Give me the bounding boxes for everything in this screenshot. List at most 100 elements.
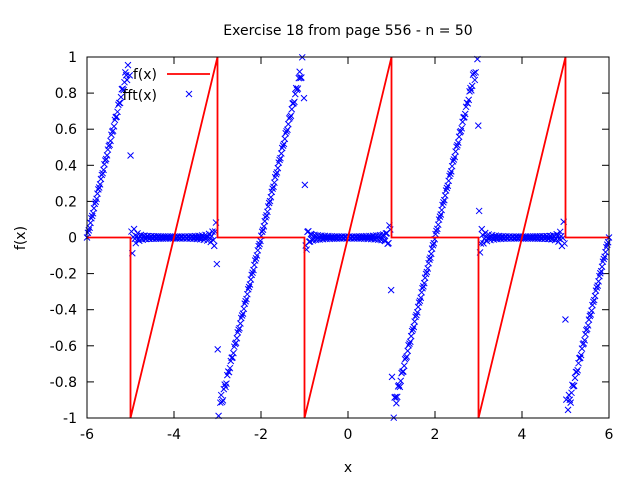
fft-point <box>295 74 303 82</box>
y-tick-label: 0.2 <box>55 194 77 210</box>
fft-point <box>124 61 132 69</box>
fft-point <box>276 156 283 164</box>
fft-point <box>93 195 100 203</box>
fft-point <box>427 250 435 258</box>
fft-point <box>272 170 280 178</box>
fft-point <box>430 239 438 247</box>
fft-point <box>395 381 403 389</box>
fft-point <box>210 236 217 244</box>
legend-label-f: f(x) <box>133 67 157 83</box>
y-tick-label: -0.8 <box>50 375 77 391</box>
fft-point <box>278 144 286 152</box>
fft-point <box>424 265 432 272</box>
fft-point <box>393 393 401 401</box>
fft-point <box>116 99 124 107</box>
fft-point <box>454 139 462 146</box>
fft-point <box>300 94 308 102</box>
x-axis-label: x <box>344 460 352 476</box>
fft-point <box>258 228 266 236</box>
fft-point <box>578 345 586 352</box>
x-tick-label: 6 <box>605 427 614 443</box>
fft-point <box>217 391 225 399</box>
y-tick-label: 0.8 <box>55 86 77 102</box>
fft-point <box>219 396 227 404</box>
fft-point <box>412 313 419 321</box>
fft-point <box>254 246 262 254</box>
fft-point <box>132 239 140 247</box>
fft-point <box>474 122 482 129</box>
fft-point <box>393 399 400 407</box>
x-tick-label: 2 <box>431 427 440 443</box>
fft-point <box>414 303 422 311</box>
fft-point <box>106 141 114 149</box>
fft-point <box>214 346 222 353</box>
fft-point <box>397 377 405 385</box>
fft-point <box>301 181 309 189</box>
fft-point <box>213 260 221 268</box>
fft-point <box>461 110 469 118</box>
legend-swatch-fft-icon <box>185 90 193 98</box>
fft-point <box>387 286 395 294</box>
plot-frame <box>86 56 610 419</box>
fft-point <box>475 207 483 215</box>
fft-point <box>91 200 99 208</box>
fft-point <box>242 297 249 305</box>
fft-point <box>433 225 441 233</box>
fft-point <box>405 341 412 349</box>
fft-point <box>223 380 230 388</box>
fft-point <box>417 294 425 302</box>
fft-point <box>291 98 298 106</box>
fft-point <box>584 322 592 329</box>
fft-point <box>406 338 414 346</box>
fft-point <box>288 105 296 113</box>
fft-point <box>429 241 437 249</box>
fft-point <box>262 213 270 221</box>
fft-point <box>284 120 292 128</box>
fft-point <box>248 271 256 279</box>
fft-point <box>419 284 426 292</box>
fft-point <box>415 299 423 306</box>
fft-point <box>561 240 568 247</box>
fft-point <box>420 279 428 287</box>
fft-point <box>396 383 404 391</box>
x-tick-label: -2 <box>254 427 268 443</box>
y-tick-label: -0.6 <box>50 339 77 355</box>
fft-point <box>260 223 268 230</box>
y-tick-label: -0.4 <box>50 303 77 319</box>
fft-point <box>406 340 413 347</box>
fft-point <box>308 231 316 239</box>
fft-point <box>443 184 451 192</box>
fft-point <box>233 334 241 342</box>
fft-point <box>573 368 581 376</box>
fft-point <box>226 364 234 372</box>
fft-point <box>251 257 259 264</box>
fft-point <box>471 76 479 84</box>
legend: f(x) fft(x) <box>123 67 210 104</box>
fft-point <box>404 347 412 355</box>
fft-point <box>225 368 233 376</box>
fft-point <box>570 382 578 390</box>
fft-point <box>98 171 106 179</box>
fft-point <box>96 181 104 188</box>
fft-point <box>84 229 92 237</box>
y-tick-label: 0.6 <box>55 122 77 138</box>
fft-point <box>409 326 417 333</box>
fft-point <box>470 69 478 77</box>
fft-point <box>241 300 249 307</box>
y-axis-label: f(x) <box>13 226 29 250</box>
fft-point <box>209 228 216 236</box>
fft-point <box>253 252 261 259</box>
fft-point <box>298 74 305 81</box>
fft-point <box>426 256 433 263</box>
fft-point <box>571 374 579 382</box>
fft-point <box>577 351 585 359</box>
fft-point <box>282 129 290 137</box>
fft-point <box>130 225 138 233</box>
fft-point <box>238 312 246 319</box>
chart-title: Exercise 18 from page 556 - n = 50 <box>223 23 472 39</box>
fft-point <box>399 368 407 375</box>
fft-point <box>468 82 476 90</box>
fft-point <box>265 199 273 207</box>
fft-point <box>279 142 287 149</box>
fft-point <box>581 336 588 344</box>
